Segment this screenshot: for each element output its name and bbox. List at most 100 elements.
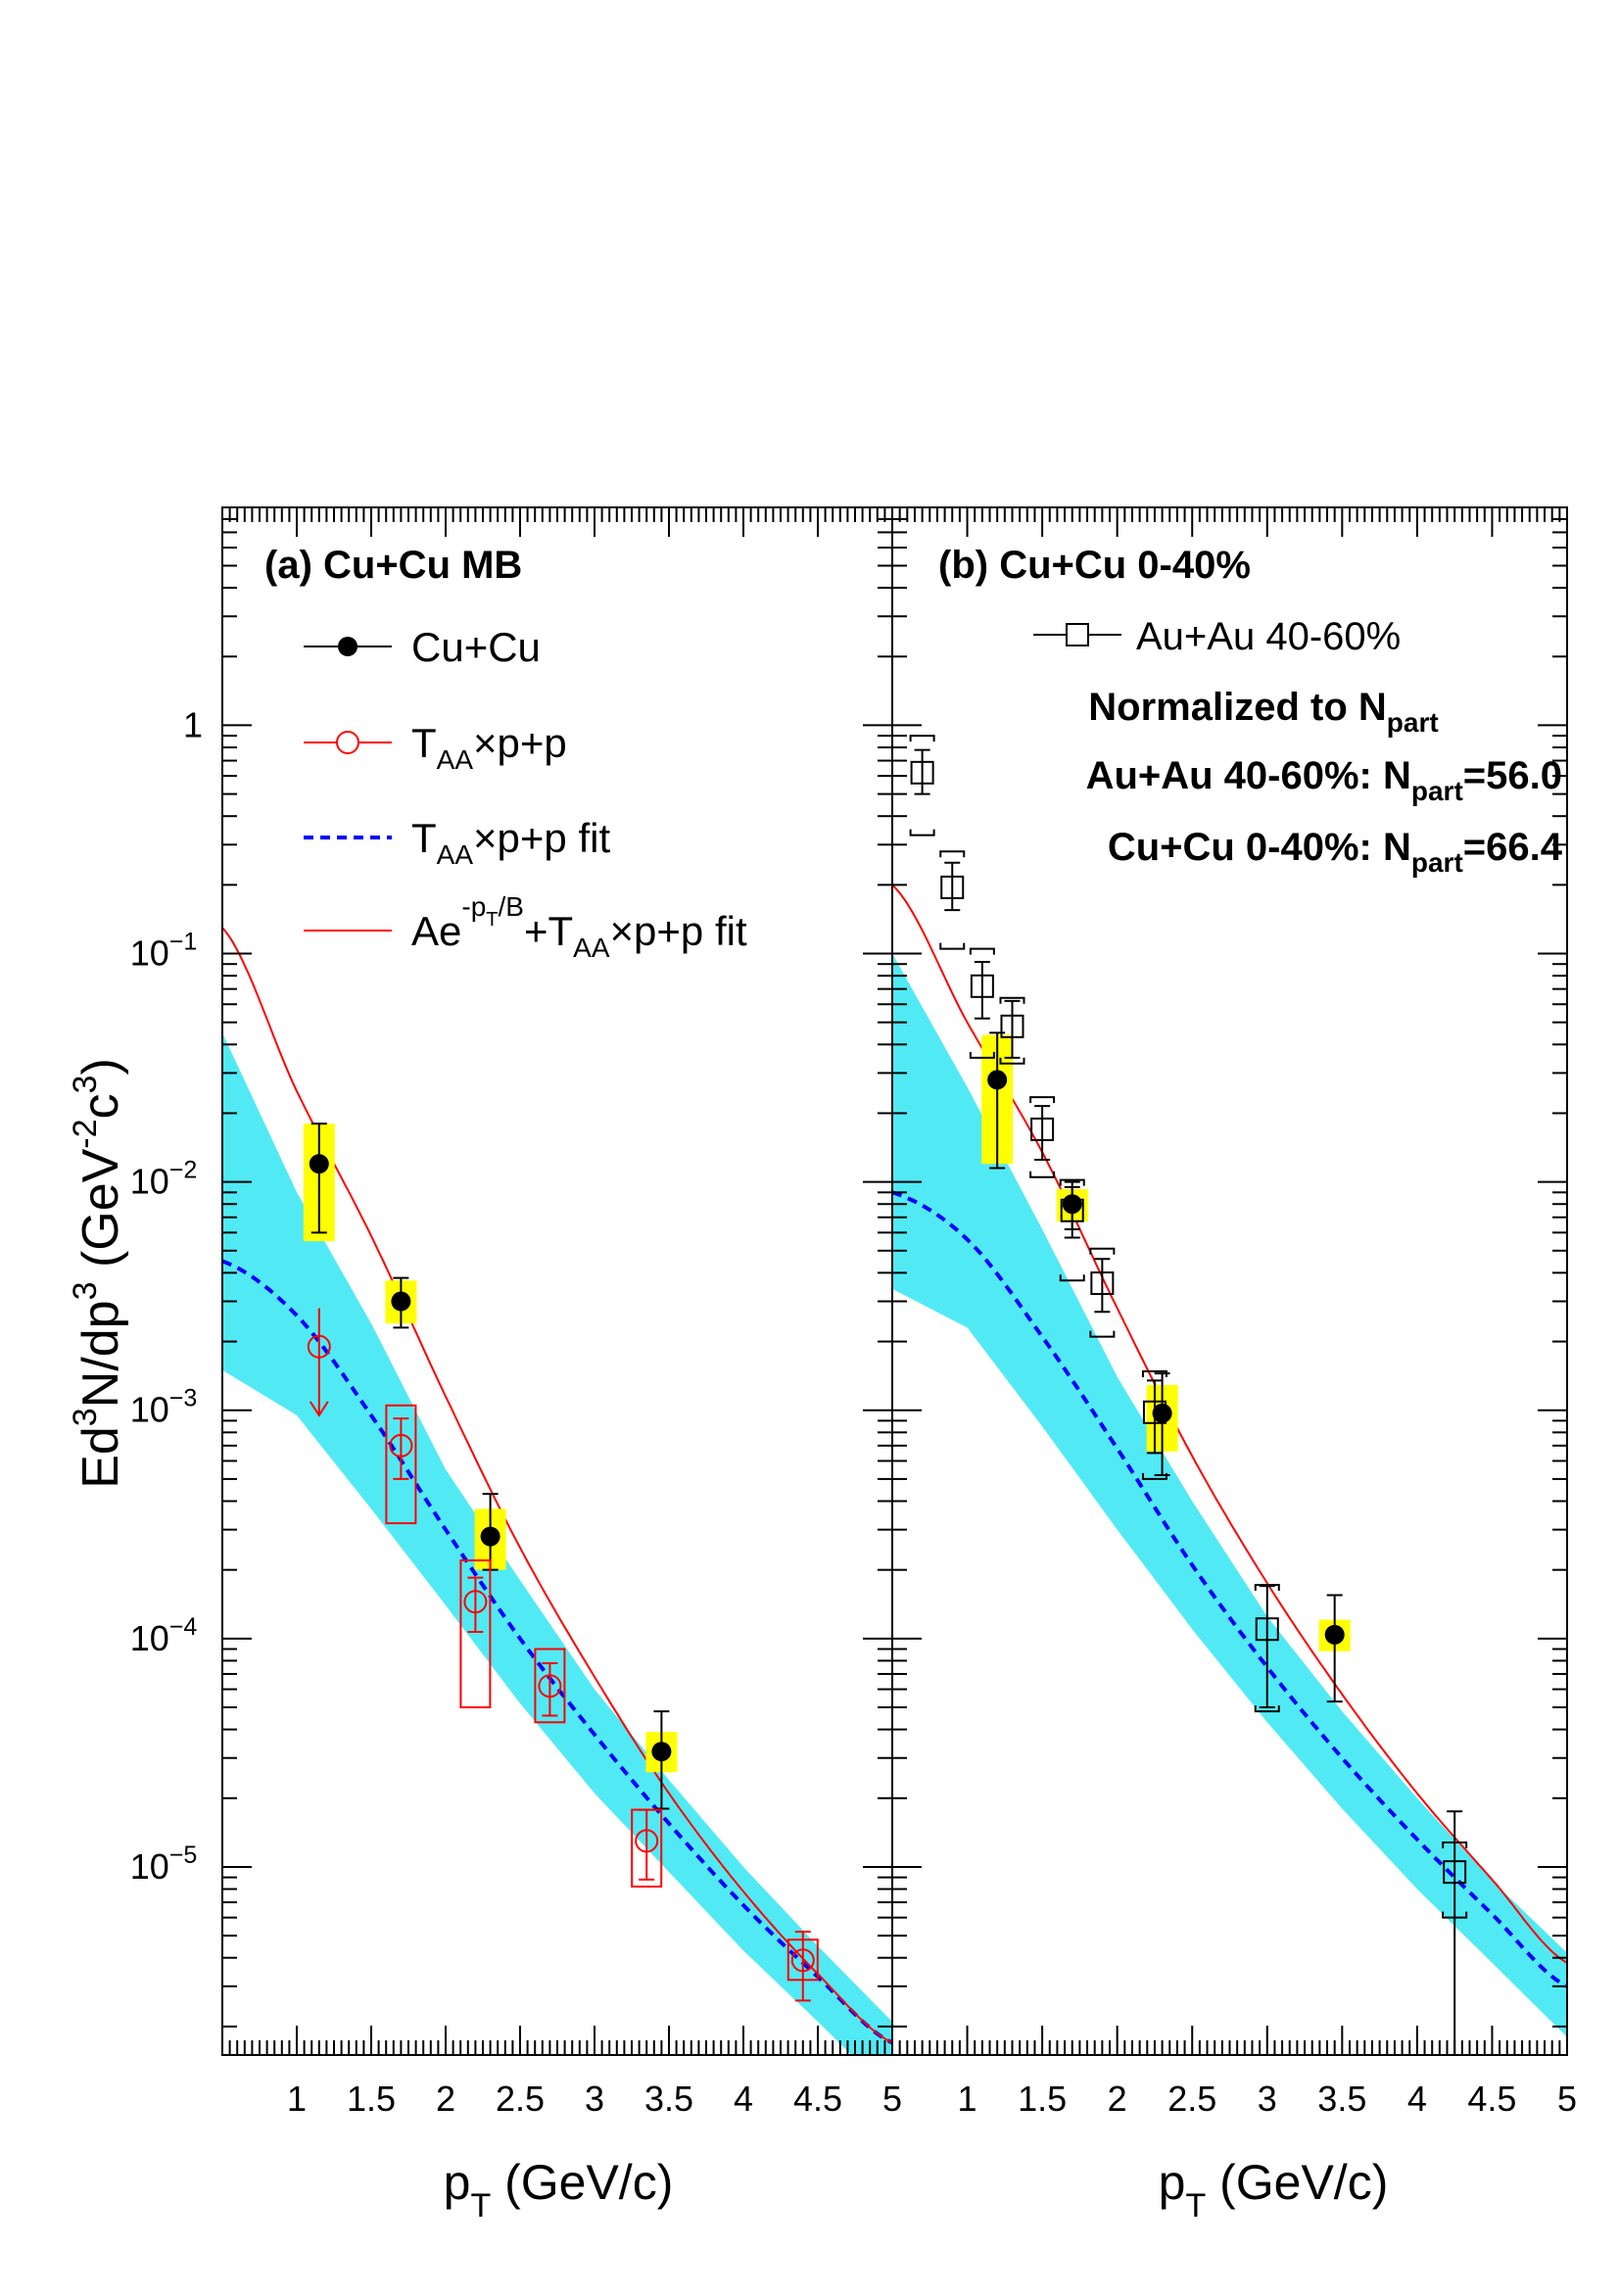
- annotation-2-part-2: =66.4: [1463, 826, 1563, 869]
- legend-label-part-4: +T: [524, 908, 573, 954]
- annotation-0-part-1: part: [1387, 707, 1439, 738]
- x-tick-label: 4: [734, 2079, 753, 2119]
- x-tick-label: 1.5: [1018, 2079, 1067, 2119]
- annotation-1-part-1: part: [1411, 776, 1463, 806]
- legend-entry-0: Au+Au 40-60%: [1033, 615, 1401, 658]
- data-point-filled-circle: [1324, 1624, 1345, 1645]
- legend-label-part-5: AA: [573, 933, 610, 963]
- x-tick-label: 3.5: [644, 2079, 693, 2119]
- legend-label: Ae-pT/B+TAA×p+p fit: [411, 891, 747, 963]
- plot-layer: 1 1.5 2 2.5 3 3.5 4 4.5 5110−110−210−310−410−5Ed…: [67, 506, 1577, 2224]
- systematic-bracket: [1089, 1247, 1116, 1255]
- legend-marker-filled-circle: [338, 637, 357, 656]
- legend-label: Au+Au 40-60%: [1136, 615, 1401, 658]
- y-tick-label-part-0: 10: [130, 1618, 169, 1658]
- y-axis-title-part-3: 3: [67, 1282, 104, 1301]
- y-tick-label: 10−1: [130, 929, 198, 974]
- x-tick-label: 4.5: [1467, 2079, 1516, 2119]
- y-tick-label-part-1: −5: [169, 1842, 198, 1869]
- legend-label-part-2: ×p+p: [473, 720, 567, 766]
- data-point-open-square: [1000, 1014, 1024, 1038]
- annotation-2-part-0: Cu+Cu 0-40%: N: [1108, 826, 1411, 869]
- x-tick-label: 1: [958, 2079, 977, 2119]
- x-axis-title-part-0: p: [1159, 2155, 1186, 2210]
- legend-entry-3: Ae-pT/B+TAA×p+p fit: [304, 891, 747, 963]
- legend-label-part-0: Cu+Cu: [411, 624, 541, 670]
- systematic-bracket: [1141, 1370, 1167, 1378]
- annotation-2: Cu+Cu 0-40%: Npart=66.4: [1108, 826, 1563, 878]
- systematic-box: [534, 1648, 566, 1724]
- systematic-bracket: [999, 996, 1025, 1004]
- x-tick-label: 3.5: [1317, 2079, 1366, 2119]
- y-axis-ticks: 110−110−210−310−410−5: [130, 506, 892, 2028]
- annotation-1-part-2: =56.0: [1463, 754, 1562, 797]
- data-point-open-circle: [790, 1948, 815, 1973]
- legend-label: TAA×p+p: [411, 720, 567, 775]
- data-point-filled-circle: [1152, 1403, 1172, 1423]
- panel-b: 1 1.5 2 2.5 3 3.5 4 4.5 5 pT (GeV/c) (b) Cu+Cu 0-4…: [891, 506, 1577, 2224]
- legend: Au+Au 40-60%: [1033, 615, 1401, 658]
- legend-label-part-0: T: [411, 815, 437, 861]
- systematic-bracket: [939, 942, 966, 950]
- data-point-open-square: [940, 875, 965, 899]
- systematic-bracket: [909, 735, 935, 742]
- panel-a: 1 1.5 2 2.5 3 3.5 4 4.5 5110−110−210−310−410−5Ed…: [67, 506, 902, 2224]
- systematic-bracket: [1029, 1171, 1056, 1178]
- legend-entry-0: Cu+Cu: [304, 624, 541, 670]
- legend-marker-open-square: [1066, 623, 1089, 646]
- legend-marker-open-circle: [336, 731, 359, 754]
- y-tick-label-part-0: 10: [130, 1390, 169, 1430]
- y-tick-label-part-0: 10: [130, 1846, 169, 1887]
- x-axis-ticks: 1 1.5 2 2.5 3 3.5 4 4.5 5: [891, 507, 1577, 2119]
- x-axis-title-part-1: T: [470, 2187, 491, 2224]
- y-axis-title-part-4: (GeV: [72, 1148, 129, 1281]
- data-point-open-square: [910, 760, 934, 785]
- panel-label: (a) Cu+Cu MB: [264, 544, 522, 587]
- panel-label: (b) Cu+Cu 0-40%: [938, 544, 1251, 587]
- x-axis-title: pT (GeV/c): [1159, 2155, 1389, 2224]
- x-axis-title: pT (GeV/c): [444, 2155, 674, 2224]
- x-axis-title-part-0: p: [444, 2155, 471, 2210]
- x-tick-label: 1.5: [347, 2079, 396, 2119]
- data-point-open-square: [1443, 1860, 1467, 1885]
- legend-entry-1: TAA×p+p: [304, 720, 567, 775]
- data-point-filled-circle: [987, 1070, 1008, 1090]
- data-point-open-square: [1090, 1271, 1115, 1296]
- legend-label-part-0: Ae: [411, 908, 461, 954]
- y-axis-ticks: [892, 506, 1567, 2028]
- legend-entry-2: TAA×p+p fit: [304, 815, 610, 870]
- y-axis-title-part-1: 3: [67, 1408, 104, 1426]
- series-t-aa-p-p: [307, 1308, 819, 2002]
- y-tick-label-part-1: −4: [169, 1613, 198, 1641]
- legend-label-part-6: ×p+p fit: [610, 908, 747, 954]
- legend-label-part-1: AA: [437, 839, 474, 870]
- plot-area: [222, 927, 892, 2055]
- legend-label-part-0: T: [411, 720, 437, 766]
- systematic-box: [459, 1559, 492, 1709]
- data-point-open-circle: [538, 1674, 562, 1698]
- data-point-open-square: [1142, 1400, 1167, 1424]
- data-point-filled-circle: [480, 1526, 500, 1547]
- x-tick-label: 2.5: [1167, 2079, 1216, 2119]
- data-point-open-square: [1060, 1198, 1084, 1222]
- x-tick-label: 4.5: [793, 2079, 842, 2119]
- x-axis-title-part-1: T: [1185, 2187, 1206, 2224]
- legend-label-part-2: T: [486, 909, 498, 931]
- data-point-open-square: [970, 974, 994, 998]
- legend-label-part-2: ×p+p fit: [473, 815, 610, 861]
- x-tick-label: 5: [882, 2079, 902, 2119]
- annotation-2-part-1: part: [1411, 847, 1463, 878]
- systematic-bracket: [1029, 1096, 1056, 1104]
- y-tick-label-part-1: −1: [169, 929, 198, 956]
- x-tick-label: 2: [436, 2079, 455, 2119]
- x-tick-label: 1: [287, 2079, 307, 2119]
- systematic-bracket: [1059, 1178, 1085, 1186]
- systematic-bracket: [1089, 1330, 1116, 1338]
- data-point-open-circle: [307, 1334, 331, 1359]
- data-point-open-circle: [635, 1829, 659, 1853]
- systematic-bracket: [1254, 1705, 1280, 1713]
- data-point-open-square: [1030, 1117, 1055, 1141]
